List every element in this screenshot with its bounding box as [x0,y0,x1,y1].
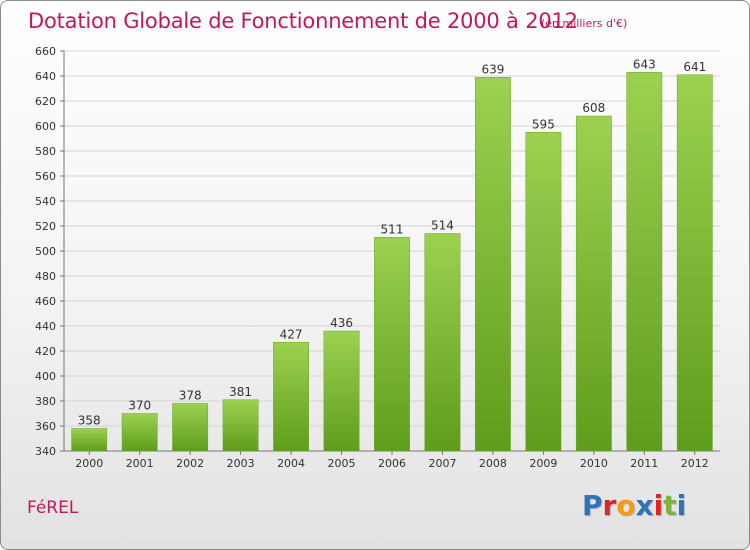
x-tick-label: 2009 [529,457,557,470]
bar [374,237,410,452]
x-tick-label: 2011 [630,457,658,470]
data-label: 514 [431,219,454,233]
bars [71,72,713,452]
data-label: 595 [532,117,555,131]
chart-title: Dotation Globale de Fonctionnement de 20… [28,9,578,33]
place-name: FéREL [27,498,79,518]
y-tick-label: 360 [35,420,56,433]
y-tick-label: 660 [35,45,56,58]
y-tick-label: 540 [35,195,56,208]
bar [525,132,562,452]
bar [626,72,663,452]
data-label: 643 [633,57,656,71]
x-tick-label: 2008 [479,457,507,470]
proxiti-logo: Proxiti [582,489,686,522]
data-label: 436 [330,316,353,330]
data-label: 358 [78,414,101,428]
x-tick-label: 2010 [580,457,608,470]
x-tick-label: 2003 [227,457,255,470]
bar [424,233,461,452]
data-label: 608 [582,101,605,115]
data-label: 639 [481,62,504,76]
data-label: 370 [128,399,151,413]
y-tick-label: 380 [35,395,56,408]
y-tick-label: 620 [35,95,56,108]
y-tick-labels: 340 360 380 400 420 440 460 480 500 520 540 560 580 6… [35,45,56,458]
logo-letter: P [582,489,603,522]
y-tick-label: 500 [35,245,56,258]
y-tick-label: 560 [35,170,56,183]
y-tick-label: 480 [35,270,56,283]
chart-subtitle: (en milliers d'€) [541,17,628,30]
logo-letter: t [663,489,677,522]
logo-letter: i [653,489,664,522]
y-tick-label: 420 [35,345,56,358]
x-tick-label: 2004 [277,457,305,470]
x-tick-label: 2000 [75,457,103,470]
x-tick-labels: 2000 2001 2002 2003 2004 2005 2006 2007 2008 2009… [75,457,709,470]
x-tick-label: 2012 [681,457,709,470]
logo-letter: x [635,489,654,522]
data-label: 378 [179,389,202,403]
data-labels: 358 370 378 381 427 436 511 514 639 595 608 643 641 [78,57,706,427]
y-tick-label: 640 [35,70,56,83]
bar [323,330,360,452]
x-tick-label: 2005 [328,457,356,470]
bar [71,428,108,452]
y-tick-label: 340 [35,445,56,458]
logo-letter: r [602,489,617,522]
y-tick-label: 400 [35,370,56,383]
logo-letter: i [676,489,687,522]
bar [676,74,713,452]
y-tick-label: 520 [35,220,56,233]
bar [222,399,259,452]
data-label: 641 [683,60,706,74]
bar [172,403,209,452]
bar [121,413,158,452]
bar [575,115,612,452]
bar [273,342,309,452]
data-label: 381 [229,385,252,399]
data-label: 511 [381,222,404,236]
data-label: 427 [280,327,303,341]
x-tick-label: 2007 [428,457,456,470]
y-tick-label: 440 [35,320,56,333]
y-tick-label: 600 [35,120,56,133]
x-tick-label: 2002 [176,457,204,470]
bar [475,77,511,452]
y-tick-label: 460 [35,295,56,308]
x-tick-label: 2006 [378,457,406,470]
y-tick-label: 580 [35,145,56,158]
logo-letter: o [616,489,636,522]
x-tick-label: 2001 [126,457,154,470]
